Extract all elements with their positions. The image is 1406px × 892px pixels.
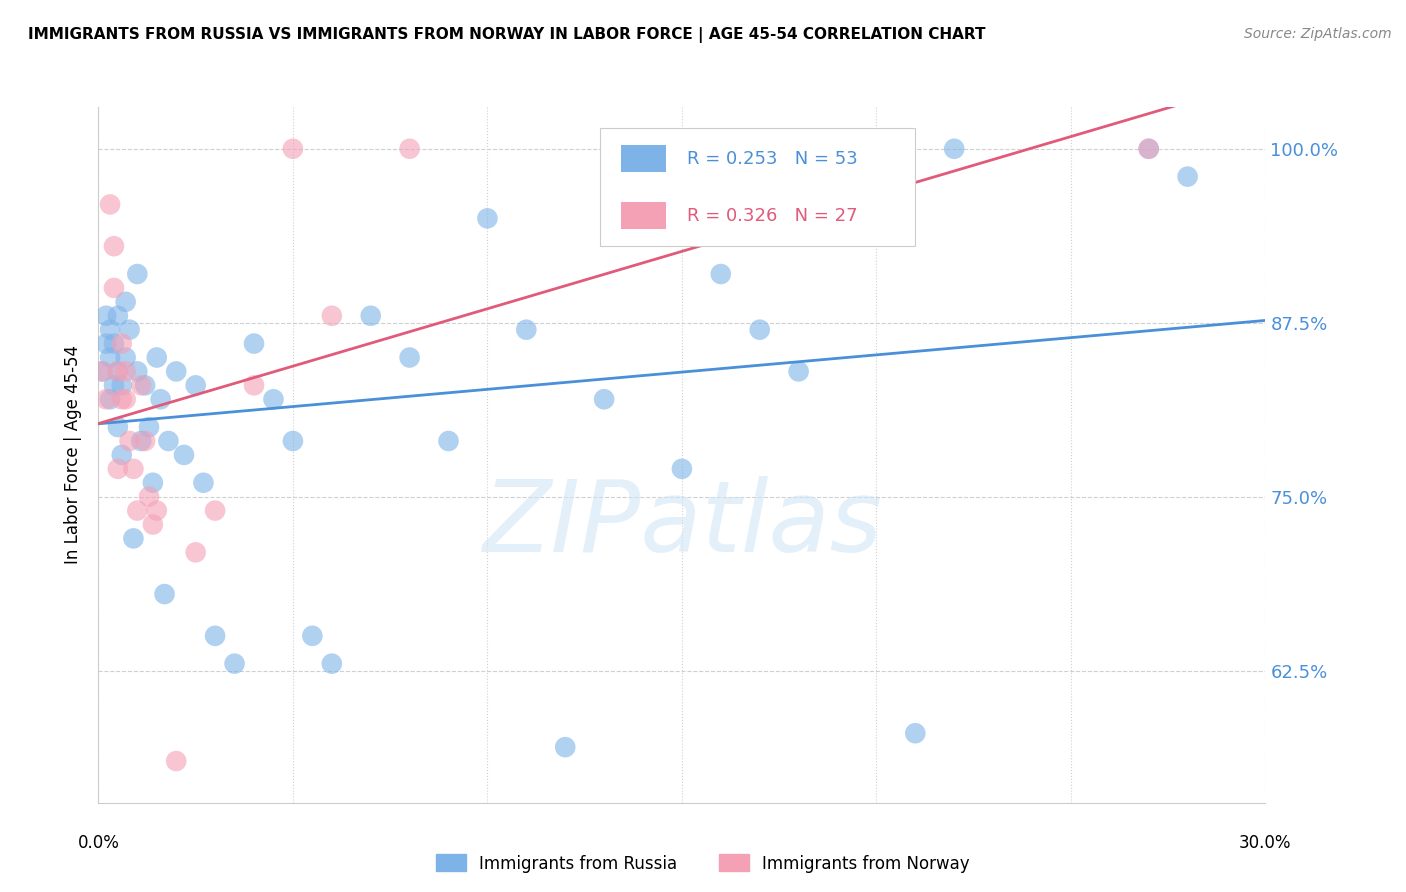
Point bbox=[904, 726, 927, 740]
Point bbox=[146, 351, 169, 365]
Point bbox=[710, 267, 733, 281]
Point bbox=[142, 475, 165, 490]
Point bbox=[129, 434, 152, 448]
Point bbox=[165, 754, 187, 768]
Text: Source: ZipAtlas.com: Source: ZipAtlas.com bbox=[1244, 27, 1392, 41]
Point bbox=[118, 323, 141, 337]
Point bbox=[122, 462, 145, 476]
Text: 0.0%: 0.0% bbox=[77, 834, 120, 852]
Y-axis label: In Labor Force | Age 45-54: In Labor Force | Age 45-54 bbox=[65, 345, 83, 565]
Point bbox=[103, 239, 125, 253]
Point bbox=[184, 545, 207, 559]
FancyBboxPatch shape bbox=[621, 202, 665, 228]
Point bbox=[943, 142, 966, 156]
Point bbox=[122, 532, 145, 546]
Point bbox=[301, 629, 323, 643]
Point bbox=[243, 378, 266, 392]
Point bbox=[437, 434, 460, 448]
Text: R = 0.326   N = 27: R = 0.326 N = 27 bbox=[686, 207, 858, 225]
Point bbox=[398, 142, 420, 156]
Text: ZIPatlas: ZIPatlas bbox=[482, 476, 882, 573]
Point bbox=[103, 378, 125, 392]
Point bbox=[103, 336, 125, 351]
Point bbox=[671, 462, 693, 476]
Point bbox=[157, 434, 180, 448]
Point bbox=[127, 503, 149, 517]
Text: 30.0%: 30.0% bbox=[1239, 834, 1292, 852]
Point bbox=[281, 142, 304, 156]
Point bbox=[98, 351, 121, 365]
Point bbox=[184, 378, 207, 392]
Point bbox=[111, 448, 134, 462]
Point bbox=[127, 267, 149, 281]
Point bbox=[593, 392, 616, 407]
Point bbox=[118, 434, 141, 448]
Point bbox=[96, 336, 118, 351]
Point bbox=[127, 364, 149, 378]
Point bbox=[1177, 169, 1199, 184]
Point bbox=[153, 587, 176, 601]
Point bbox=[321, 657, 343, 671]
Point bbox=[149, 392, 172, 407]
Point bbox=[515, 323, 537, 337]
Point bbox=[98, 392, 121, 407]
Point bbox=[1137, 142, 1160, 156]
Point bbox=[321, 309, 343, 323]
Point bbox=[787, 364, 810, 378]
Point bbox=[96, 392, 118, 407]
Point bbox=[96, 309, 118, 323]
Point bbox=[98, 323, 121, 337]
Point bbox=[243, 336, 266, 351]
Point bbox=[103, 281, 125, 295]
Point bbox=[107, 420, 129, 434]
Point bbox=[360, 309, 382, 323]
Point bbox=[204, 629, 226, 643]
Point bbox=[138, 490, 160, 504]
FancyBboxPatch shape bbox=[600, 128, 915, 246]
Point bbox=[138, 420, 160, 434]
Point bbox=[107, 364, 129, 378]
Point bbox=[142, 517, 165, 532]
Point bbox=[114, 392, 136, 407]
Point bbox=[91, 364, 114, 378]
Point bbox=[398, 351, 420, 365]
Point bbox=[477, 211, 499, 226]
Point bbox=[1137, 142, 1160, 156]
Point bbox=[111, 392, 134, 407]
Point bbox=[114, 294, 136, 309]
Point bbox=[262, 392, 284, 407]
Point bbox=[281, 434, 304, 448]
Point bbox=[224, 657, 246, 671]
Point bbox=[107, 462, 129, 476]
FancyBboxPatch shape bbox=[621, 145, 665, 172]
Point bbox=[173, 448, 195, 462]
Point bbox=[91, 364, 114, 378]
Point bbox=[193, 475, 215, 490]
Text: IMMIGRANTS FROM RUSSIA VS IMMIGRANTS FROM NORWAY IN LABOR FORCE | AGE 45-54 CORR: IMMIGRANTS FROM RUSSIA VS IMMIGRANTS FRO… bbox=[28, 27, 986, 43]
Point bbox=[748, 323, 770, 337]
Point bbox=[98, 197, 121, 211]
Point bbox=[111, 336, 134, 351]
Point bbox=[114, 351, 136, 365]
Point bbox=[129, 378, 152, 392]
Point bbox=[134, 434, 156, 448]
Point bbox=[146, 503, 169, 517]
Point bbox=[111, 378, 134, 392]
Point bbox=[107, 309, 129, 323]
Text: R = 0.253   N = 53: R = 0.253 N = 53 bbox=[686, 150, 858, 168]
Point bbox=[165, 364, 187, 378]
Point bbox=[204, 503, 226, 517]
Point bbox=[107, 364, 129, 378]
Point bbox=[114, 364, 136, 378]
Point bbox=[134, 378, 156, 392]
Legend: Immigrants from Russia, Immigrants from Norway: Immigrants from Russia, Immigrants from … bbox=[429, 847, 977, 880]
Point bbox=[554, 740, 576, 755]
